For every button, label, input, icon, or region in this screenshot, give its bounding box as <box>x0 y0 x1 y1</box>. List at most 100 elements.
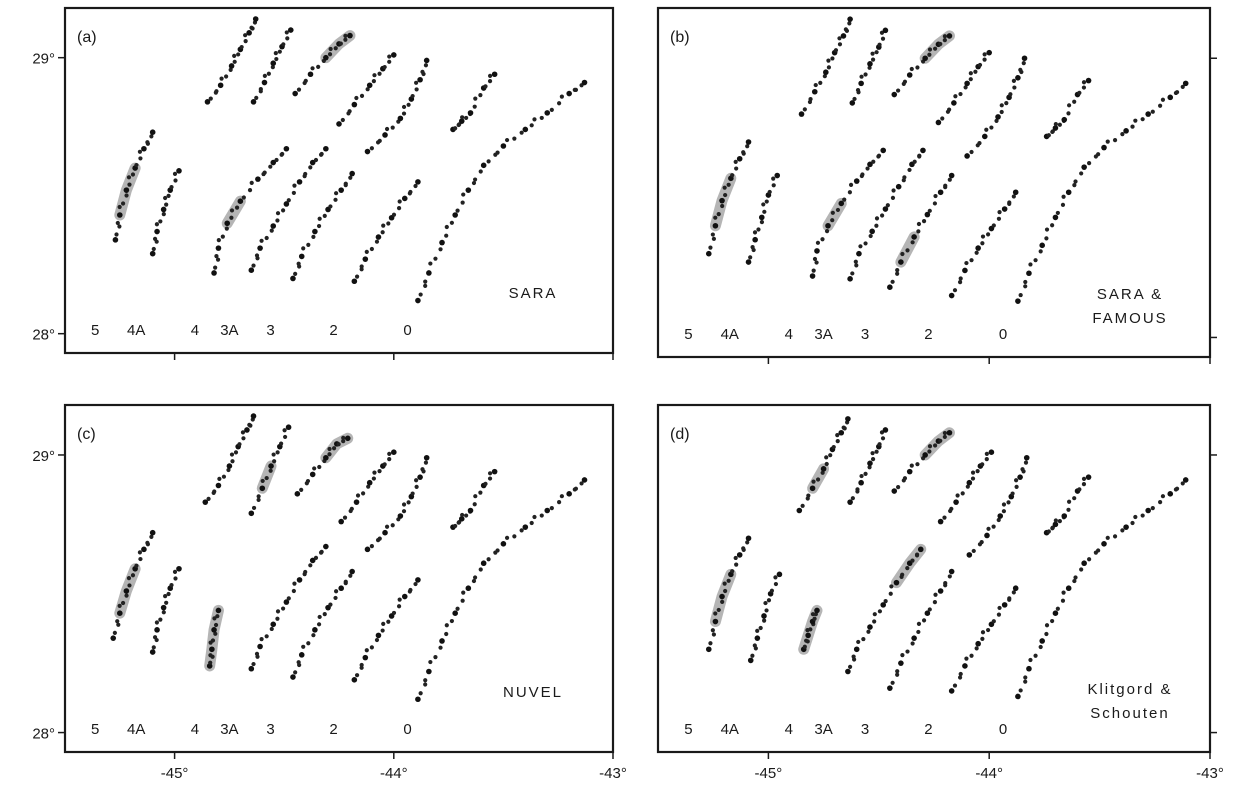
isochron-point <box>202 499 209 505</box>
isochron-point <box>467 110 474 116</box>
isochron-point <box>1039 638 1045 644</box>
isochron-dot <box>328 46 333 52</box>
isochron-dot <box>979 540 984 545</box>
isochron-point <box>1001 602 1008 608</box>
isochron-dot <box>338 41 343 46</box>
isochron-dot <box>1033 258 1038 263</box>
isochron-dot <box>213 622 219 628</box>
isochron-dot <box>268 468 273 473</box>
isochron-point <box>937 588 944 594</box>
isochron-point <box>946 429 953 436</box>
isochron-dot <box>126 175 132 180</box>
isochron-dot <box>152 635 158 640</box>
isochron-dot <box>855 487 860 492</box>
isochron-point <box>882 427 889 433</box>
isochron-dot <box>759 219 765 225</box>
isochron-dot <box>279 441 284 446</box>
isochron-dot <box>843 27 848 32</box>
isochron-dot <box>262 73 267 78</box>
isochron-dot <box>486 557 491 562</box>
isochron-dot <box>272 459 277 464</box>
isochron-dot <box>1120 528 1125 533</box>
isochron-dot <box>1014 484 1019 489</box>
isochron-point <box>294 491 301 497</box>
isochron-dot <box>863 72 868 77</box>
isochron-point <box>480 162 487 169</box>
isochron-dot <box>275 450 280 455</box>
isochron-point <box>924 610 931 616</box>
isochron-dot <box>130 573 136 578</box>
isochron-dot <box>262 170 267 175</box>
isochron-dot <box>1023 679 1028 684</box>
isochron-dot <box>134 162 139 168</box>
isochron-point <box>1015 75 1021 81</box>
isochron-dot <box>423 63 429 68</box>
isochron-dot <box>316 622 322 627</box>
isochron-point <box>117 212 123 218</box>
isochron-dot <box>158 617 163 622</box>
isochron-dot <box>850 271 855 276</box>
isochron-point <box>338 187 344 193</box>
isochron-dot <box>1044 236 1049 241</box>
isochron-point <box>439 638 445 644</box>
isochron-point <box>465 585 472 592</box>
isochron-point <box>211 627 217 633</box>
isochron-dot <box>818 80 823 85</box>
isochron-point <box>353 499 360 505</box>
isochron-dot <box>243 33 248 38</box>
isochron-dot <box>1160 97 1166 102</box>
panel-b: (b) SARA & FAMOUS 5 4A 4 3A 3 2 0 <box>656 6 1217 364</box>
isochron-point <box>858 479 864 486</box>
isochron-dot <box>1077 90 1082 95</box>
isochron-dot <box>423 283 428 288</box>
isochron-dot <box>773 581 779 587</box>
isochron-point <box>1182 80 1189 87</box>
panel-frame <box>63 403 615 754</box>
isochron-dot <box>233 450 239 455</box>
isochron-dot <box>932 201 938 206</box>
isochron-dot <box>478 93 483 98</box>
isochron-dot <box>164 202 169 207</box>
isochron-dot <box>996 612 1002 617</box>
isochron-dot <box>1130 124 1135 129</box>
isochron-point <box>986 49 992 56</box>
isochron-dot <box>806 493 811 498</box>
isochron-dot <box>752 230 758 235</box>
isochron-dot <box>1060 202 1066 207</box>
lon-tick-label: -45° <box>755 765 783 782</box>
isochron-point <box>736 552 743 558</box>
isochron-label: 4A <box>127 721 145 738</box>
isochron-point <box>323 543 329 550</box>
isochron-dot <box>1150 109 1155 114</box>
isochron-dot <box>910 558 915 563</box>
isochron-point <box>250 99 257 105</box>
isochron-dot <box>999 103 1004 108</box>
isochron-point <box>920 147 926 154</box>
isochron-dot <box>890 680 895 685</box>
isochron-dot <box>396 206 402 211</box>
isochron-dot <box>354 673 360 678</box>
isochron-point <box>110 635 117 641</box>
isochron-dot <box>319 549 324 554</box>
isochron-dot <box>909 66 914 72</box>
isochron-dot <box>372 73 377 78</box>
isochron-dot <box>804 638 809 643</box>
isochron-dot <box>741 150 746 155</box>
isochron-point <box>452 610 458 616</box>
isochron-dot <box>861 636 866 642</box>
isochron-point <box>283 145 290 152</box>
isochron-point <box>154 627 160 633</box>
isochron-dot <box>369 246 374 252</box>
isochron-dot <box>1072 496 1077 501</box>
isochron-dot <box>116 622 121 627</box>
isochron-dot <box>997 210 1002 215</box>
isochron-point <box>1052 125 1059 131</box>
isochron-dot <box>916 621 922 626</box>
isochron-point <box>948 172 955 179</box>
isochron-dot <box>1010 491 1015 496</box>
isochron-dot <box>281 606 286 611</box>
isochron-dot <box>808 627 813 632</box>
isochron-point <box>911 234 917 240</box>
isochron-dot <box>334 191 339 196</box>
isochron-point <box>285 424 292 431</box>
